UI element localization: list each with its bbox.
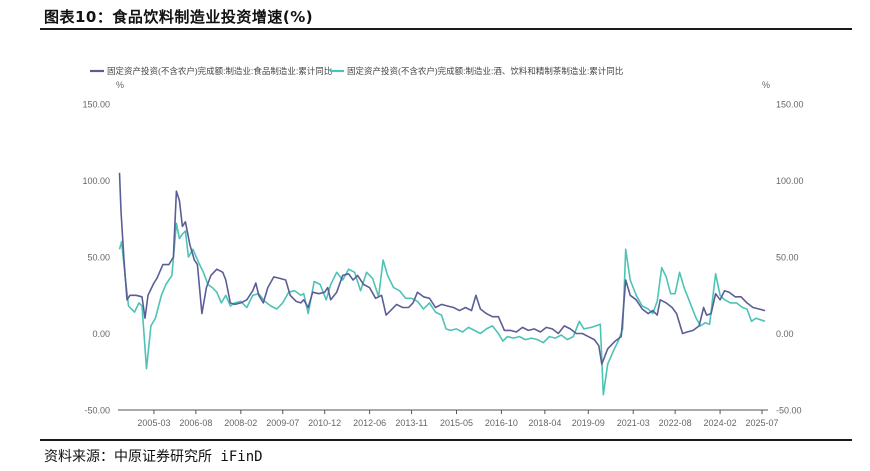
right-y-tick-label: 100.00	[776, 176, 804, 186]
series-line-food[interactable]	[118, 172, 766, 365]
x-tick-label: 2009-07	[266, 418, 299, 428]
x-tick-label: 2016-10	[485, 418, 518, 428]
right-axis-unit: %	[762, 80, 770, 90]
x-tick-label: 2013-11	[395, 418, 427, 428]
legend-label-beverage: 固定资产投资(不含农户)完成额:制造业:酒、饮料和精制茶制造业:累计同比	[347, 66, 623, 76]
left-y-axis: -50.00 0.00 50.00 100.00 150.00	[82, 100, 110, 416]
right-y-tick-label: 0.00	[776, 329, 794, 339]
series-layer	[118, 172, 766, 396]
legend-label-food: 固定资产投资(不含农户)完成额:制造业:食品制造业:累计同比	[107, 66, 332, 76]
legend-item-beverage[interactable]: 固定资产投资(不含农户)完成额:制造业:酒、饮料和精制茶制造业:累计同比	[330, 66, 623, 76]
x-tick-label: 2010-12	[308, 418, 341, 428]
x-tick-label: 2008-02	[224, 418, 257, 428]
x-tick-label: 2022-08	[659, 418, 692, 428]
x-tick-label: 2025-07	[745, 418, 778, 428]
left-y-tick-label: 50.00	[87, 253, 110, 263]
x-tick-label: 2019-09	[572, 418, 605, 428]
right-y-tick-label: -50.00	[776, 406, 802, 416]
left-y-tick-label: 100.00	[82, 176, 110, 186]
x-tick-label: 2006-08	[179, 418, 212, 428]
x-tick-label: 2021-03	[617, 418, 650, 428]
legend-item-food[interactable]: 固定资产投资(不含农户)完成额:制造业:食品制造业:累计同比	[90, 66, 332, 76]
x-axis: 2005-03 2006-08 2008-02 2009-07 2010-12 2012-…	[118, 409, 779, 428]
series-line-beverage[interactable]	[118, 222, 766, 396]
x-tick-label: 2005-03	[137, 418, 170, 428]
left-y-tick-label: -50.00	[84, 406, 110, 416]
footer-divider	[40, 439, 852, 441]
legend: 固定资产投资(不含农户)完成额:制造业:食品制造业:累计同比 固定资产投资(不含…	[90, 66, 623, 76]
right-y-tick-label: 150.00	[776, 100, 804, 110]
title-divider	[40, 28, 852, 30]
x-tick-label: 2018-04	[528, 418, 561, 428]
x-tick-label: 2024-02	[704, 418, 737, 428]
figure-title: 图表10：食品饮料制造业投资增速(%)	[44, 8, 314, 26]
x-tick-label: 2012-06	[353, 418, 386, 428]
left-y-tick-label: 0.00	[92, 329, 110, 339]
left-y-tick-label: 150.00	[82, 100, 110, 110]
right-y-axis: -50.00 0.00 50.00 100.00 150.00	[776, 100, 804, 416]
source-note: 资料来源：中原证券研究所 iFinD	[44, 449, 263, 465]
right-y-tick-label: 50.00	[776, 253, 799, 263]
left-axis-unit: %	[116, 80, 124, 90]
x-tick-label: 2015-05	[440, 418, 473, 428]
